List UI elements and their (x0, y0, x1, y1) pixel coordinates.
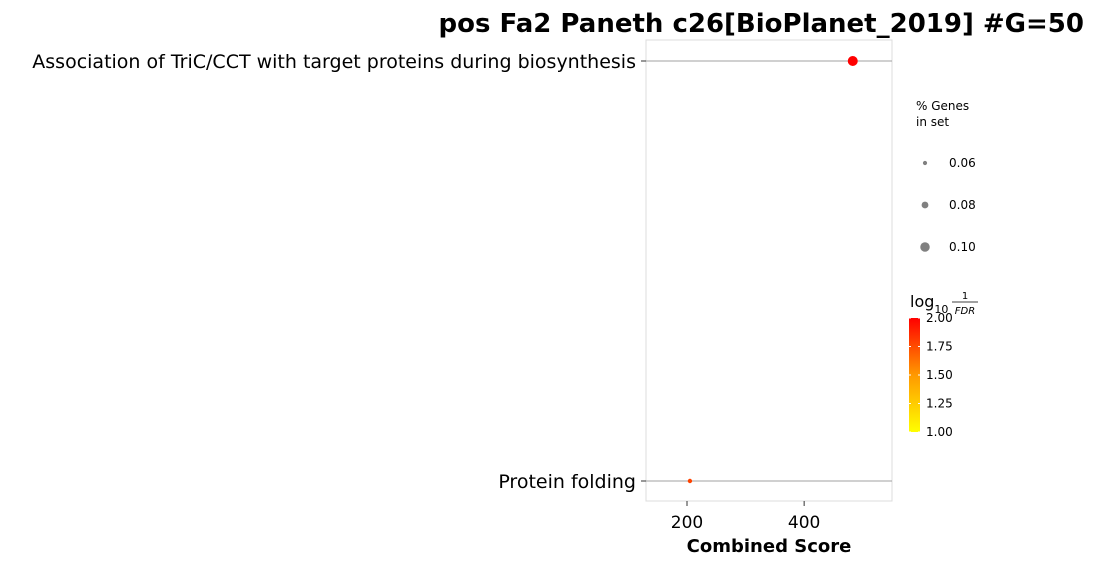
x-axis-label: Combined Score (687, 536, 852, 557)
size-legend-dot (921, 201, 929, 209)
size-legend-label: 0.06 (949, 156, 976, 170)
color-legend-tick-label: 1.50 (926, 368, 953, 382)
size-legend-label: 0.10 (949, 240, 976, 254)
color-legend-tick-label: 1.25 (926, 397, 953, 411)
color-legend: log10 1 FDR 2.00 1.75 1.50 1.25 1.00 (909, 291, 978, 439)
data-point (847, 56, 858, 66)
x-tick-label: 400 (788, 513, 820, 533)
size-legend: % Genes in set 0.06 0.08 0.10 (916, 99, 976, 254)
x-axis: 200 400 (671, 501, 820, 533)
color-legend-title-denominator: FDR (955, 306, 975, 317)
color-legend-tick-label: 1.00 (926, 425, 953, 439)
color-legend-bar (909, 318, 920, 432)
size-legend-items: 0.06 0.08 0.10 (920, 156, 976, 254)
size-legend-title-line2: in set (916, 115, 949, 129)
size-legend-dot (922, 160, 928, 166)
size-legend-label: 0.08 (949, 198, 976, 212)
color-legend-title: log10 (910, 292, 948, 316)
size-legend-title-line1: % Genes (916, 99, 969, 113)
data-point (687, 478, 693, 484)
y-tick-label: Protein folding (498, 471, 636, 493)
color-legend-title-log: log (910, 292, 934, 311)
size-legend-dot (920, 242, 930, 252)
chart-title: pos Fa2 Paneth c26[BioPlanet_2019] #G=50 (438, 9, 1084, 39)
color-legend-title-base: 10 (934, 303, 948, 316)
color-legend-title-numerator: 1 (962, 291, 968, 302)
y-tick-label: Association of TriC/CCT with target prot… (32, 51, 636, 73)
x-tick-label: 200 (671, 513, 703, 533)
color-legend-ticks: 2.00 1.75 1.50 1.25 1.00 (909, 311, 953, 439)
plot-frame (645, 39, 893, 502)
color-legend-tick-label: 1.75 (926, 340, 953, 354)
color-legend-tick-label: 2.00 (926, 311, 953, 325)
plot-rows: Association of TriC/CCT with target prot… (32, 51, 892, 493)
